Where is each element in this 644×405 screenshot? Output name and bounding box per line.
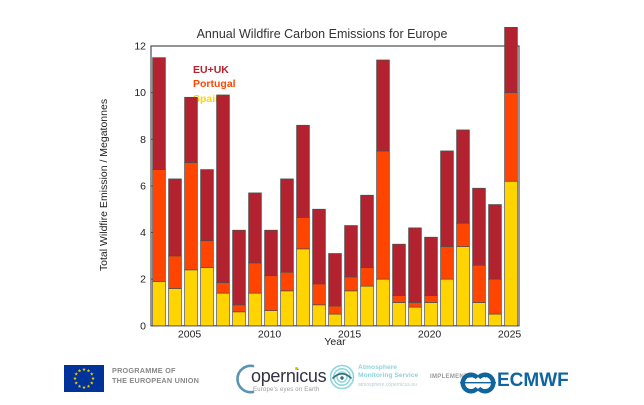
svg-text:4: 4 [140, 227, 146, 239]
svg-text:2: 2 [140, 274, 146, 286]
svg-text:2020: 2020 [418, 329, 442, 341]
svg-text:6: 6 [140, 180, 146, 192]
svg-text:2010: 2010 [258, 329, 282, 341]
svg-text:12: 12 [134, 41, 146, 53]
svg-text:2015: 2015 [338, 329, 362, 341]
svg-text:10: 10 [134, 87, 146, 99]
svg-text:8: 8 [140, 134, 146, 146]
svg-text:0: 0 [140, 320, 146, 332]
svg-text:2025: 2025 [498, 329, 522, 341]
svg-text:2005: 2005 [178, 329, 202, 341]
